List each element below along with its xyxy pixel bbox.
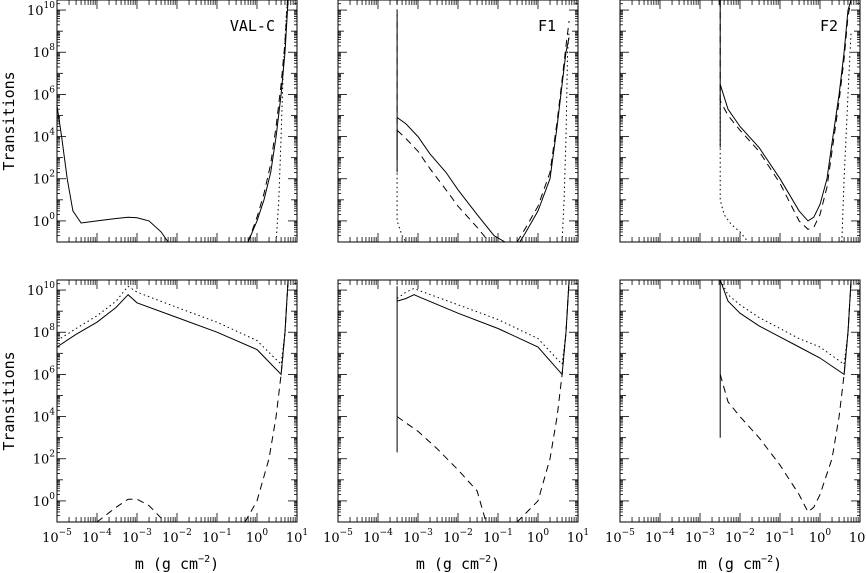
x-tick-label: 10−2 bbox=[725, 528, 755, 546]
series-dotted-line bbox=[561, 31, 570, 242]
series-group bbox=[57, 0, 289, 242]
panel-frame bbox=[337, 279, 579, 523]
series-solid-line bbox=[719, 280, 852, 438]
series-solid-line bbox=[57, 280, 289, 376]
x-tick-label: 10−5 bbox=[42, 528, 72, 546]
x-tick-label: 10−3 bbox=[403, 528, 433, 546]
y-tick-label: 104 bbox=[33, 128, 56, 146]
y-tick-label: 1010 bbox=[27, 281, 55, 299]
series-dotted-line bbox=[719, 94, 749, 242]
x-tick-label: 100 bbox=[246, 528, 269, 546]
panel-label: VAL-C bbox=[230, 17, 275, 35]
x-tick-label: 101 bbox=[849, 528, 866, 546]
series-solid-line bbox=[396, 280, 570, 453]
series-dashed-line bbox=[516, 280, 570, 522]
x-tick-label: 10−1 bbox=[765, 528, 795, 546]
series-dashed-line bbox=[396, 0, 490, 242]
x-tick-label: 10−4 bbox=[363, 528, 393, 546]
panel-label: F1 bbox=[538, 17, 556, 35]
series-solid-line bbox=[719, 0, 852, 222]
panel-label: F2 bbox=[820, 17, 838, 35]
x-tick-label: 10−2 bbox=[443, 528, 473, 546]
y-tick-label: 102 bbox=[33, 170, 55, 188]
series-solid-line bbox=[519, 37, 570, 242]
series-dotted-line bbox=[57, 280, 289, 366]
panel-frame bbox=[56, 0, 298, 243]
x-tick-label: 10−4 bbox=[645, 528, 675, 546]
series-dotted-line bbox=[841, 31, 852, 242]
x-tick-label: 10−3 bbox=[685, 528, 715, 546]
x-tick-label: 10−2 bbox=[162, 528, 192, 546]
x-tick-label: 101 bbox=[286, 528, 308, 546]
series-solid-line bbox=[247, 0, 289, 242]
panel-3: F2 bbox=[619, 0, 861, 243]
x-tick-label: 10−1 bbox=[202, 528, 232, 546]
series-group bbox=[396, 0, 570, 242]
y-tick-label: 108 bbox=[33, 323, 56, 341]
y-tick-label: 106 bbox=[33, 85, 56, 103]
series-dashed-line bbox=[247, 0, 288, 242]
x-axis-label: m (g cm−2) bbox=[698, 554, 782, 573]
x-axis-label: m (g cm−2) bbox=[135, 554, 219, 573]
y-tick-label: 100 bbox=[33, 492, 56, 510]
y-tick-label: 108 bbox=[33, 43, 56, 61]
y-tick-label: 104 bbox=[33, 408, 56, 426]
y-tick-label: 1010 bbox=[27, 1, 55, 19]
y-axis-label: Transitions bbox=[0, 71, 18, 170]
x-tick-label: 10−3 bbox=[122, 528, 152, 546]
series-group bbox=[719, 0, 852, 242]
y-tick-label: 106 bbox=[33, 365, 56, 383]
y-tick-label: 102 bbox=[33, 450, 55, 468]
x-tick-label: 10−5 bbox=[323, 528, 353, 546]
series-dashed-line bbox=[719, 0, 852, 230]
panel-6: 10−5 10−4 10−3 10−2 10−1 100 101 m (g cm−2) bbox=[605, 279, 866, 573]
x-tick-label: 10−1 bbox=[483, 528, 513, 546]
panel-2: F1 bbox=[337, 0, 579, 243]
series-dashed-line bbox=[396, 416, 487, 522]
series-dashed-line bbox=[719, 280, 852, 513]
series-group bbox=[396, 280, 570, 522]
series-dotted-line bbox=[719, 280, 852, 366]
x-tick-label: 10−4 bbox=[82, 528, 112, 546]
series-dashed-line bbox=[96, 498, 166, 522]
panel-5: 10−5 10−4 10−3 10−2 10−1 100 101 m (g cm−2) bbox=[323, 279, 589, 573]
x-axis-label: m (g cm−2) bbox=[416, 554, 500, 573]
series-solid-line bbox=[57, 105, 169, 242]
series-dashed-line bbox=[244, 280, 289, 522]
panel-1: 100 102 104 106 108 1010 Transitions VAL-C bbox=[0, 0, 298, 243]
panel-frame bbox=[619, 279, 861, 523]
x-tick-label: 101 bbox=[567, 528, 589, 546]
series-solid-line bbox=[396, 14, 506, 242]
y-axis-label: Transitions bbox=[0, 351, 18, 450]
series-group bbox=[57, 280, 289, 522]
x-tick-label: 100 bbox=[527, 528, 550, 546]
panel-4: 100 102 104 106 108 1010 Transitions 10−5 10−4 10… bbox=[0, 279, 308, 573]
series-dotted-line bbox=[396, 280, 570, 366]
x-tick-label: 10−5 bbox=[605, 528, 635, 546]
y-tick-label: 100 bbox=[33, 212, 56, 230]
panel-frame bbox=[619, 0, 861, 243]
series-dashed-line bbox=[516, 21, 570, 242]
series-group bbox=[719, 280, 852, 513]
series-dotted-line bbox=[396, 168, 407, 242]
x-tick-label: 100 bbox=[809, 528, 832, 546]
